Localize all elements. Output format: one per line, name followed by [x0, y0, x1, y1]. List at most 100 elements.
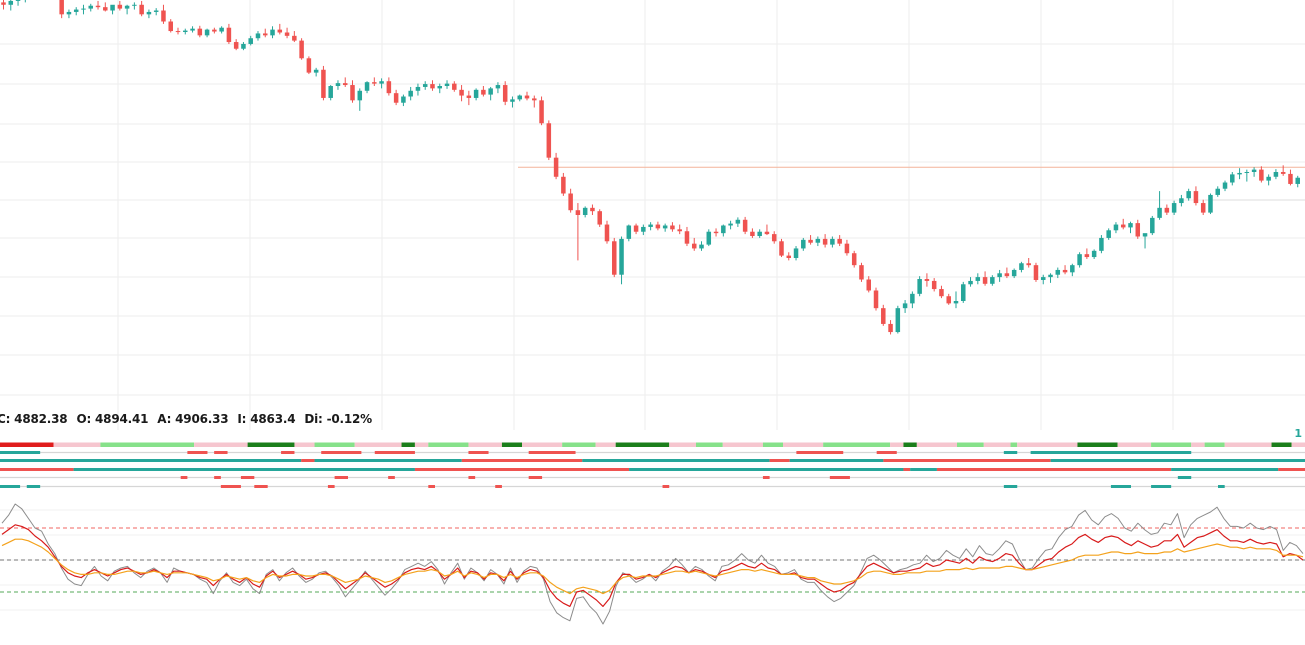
candle-body: [183, 30, 188, 33]
candle: [444, 80, 450, 89]
strip-cell: [522, 442, 563, 447]
candle: [895, 305, 901, 334]
candle: [1142, 233, 1148, 249]
strip-cell: [1291, 442, 1305, 447]
strip-cell: [769, 459, 790, 462]
candle: [953, 291, 959, 309]
candle-body: [146, 11, 152, 15]
candle-body: [357, 90, 363, 101]
candle-body: [1259, 169, 1264, 181]
candle: [1186, 188, 1191, 201]
candle: [161, 4, 166, 24]
candle-body: [895, 308, 901, 333]
candle: [117, 0, 123, 11]
candle: [546, 120, 552, 161]
strip-cell: [194, 442, 248, 447]
strip-cell: [528, 451, 576, 454]
candle: [8, 0, 14, 11]
strip-cell: [1010, 442, 1018, 447]
candle: [779, 238, 784, 258]
candle: [313, 67, 319, 77]
candle: [175, 27, 181, 35]
strip-cell: [321, 451, 362, 454]
candle-body: [1070, 265, 1075, 273]
candle-body: [313, 69, 319, 73]
candle: [866, 276, 871, 293]
candle-body: [1040, 277, 1046, 280]
candle: [670, 222, 675, 232]
strip-cell: [696, 442, 723, 447]
candle-body: [386, 81, 392, 94]
candle-body: [452, 83, 457, 90]
candle: [786, 252, 792, 261]
candle-body: [735, 219, 741, 224]
strip-cell: [669, 442, 696, 447]
strip-cell: [1003, 451, 1018, 454]
candle-body: [175, 31, 181, 33]
candle-body: [321, 69, 326, 98]
candle-body: [226, 27, 232, 43]
candle-body: [466, 95, 472, 98]
candle-body: [1266, 176, 1271, 181]
candle: [677, 224, 682, 235]
candle-body: [706, 231, 712, 245]
candle: [1099, 235, 1104, 254]
strip-cell: [327, 485, 335, 488]
strip-cell: [314, 459, 462, 462]
candle-body: [66, 11, 72, 15]
candle: [924, 273, 930, 287]
strip-cell: [1030, 451, 1192, 454]
ohlc-open: O: 4894.41: [76, 412, 149, 426]
candle-body: [255, 33, 261, 39]
oscillator-levels: [0, 527, 1305, 593]
candle: [561, 172, 566, 196]
candle: [466, 90, 472, 106]
strip-cell: [100, 442, 195, 447]
candle: [263, 28, 268, 38]
candle: [982, 271, 988, 286]
candle-body: [662, 225, 668, 229]
strip-cell: [468, 442, 502, 447]
strip-cell: [1171, 468, 1279, 471]
candle: [1026, 258, 1031, 268]
candle: [277, 23, 283, 35]
strip-cell: [414, 442, 429, 447]
candle: [386, 77, 392, 96]
candle-body: [350, 85, 355, 101]
pane-index-label: 1: [1294, 427, 1302, 440]
signal-strips-pane: [0, 442, 1305, 488]
strip-cell: [1271, 442, 1292, 447]
strip-cell: [983, 442, 1011, 447]
candle-body: [1193, 191, 1199, 204]
candle-body: [990, 277, 995, 284]
candle: [103, 2, 108, 12]
strip-cell: [414, 468, 630, 471]
strip-cell: [789, 459, 884, 462]
candle-body: [1128, 223, 1133, 228]
candle: [502, 81, 508, 106]
candle: [553, 152, 559, 180]
candle-body: [619, 238, 624, 275]
candle-body: [73, 9, 79, 12]
strip-cell: [374, 451, 415, 454]
candle: [204, 28, 210, 38]
candle-body: [481, 89, 486, 95]
candle: [590, 204, 595, 215]
candle: [270, 26, 275, 39]
candle-body: [815, 238, 821, 243]
strip-cell: [501, 442, 522, 447]
candle: [226, 23, 232, 44]
candle-body: [546, 123, 552, 158]
candle: [1251, 167, 1257, 177]
candle: [968, 277, 973, 287]
candle: [299, 38, 304, 60]
strip-cell: [1003, 485, 1018, 488]
candle-body: [881, 308, 886, 324]
candlestick-series[interactable]: [1, 0, 1300, 335]
price-grid: [0, 0, 1305, 430]
strip-cell: [240, 476, 255, 479]
strip-cell: [0, 442, 54, 447]
candle: [372, 77, 377, 86]
candle-body: [1106, 230, 1111, 238]
